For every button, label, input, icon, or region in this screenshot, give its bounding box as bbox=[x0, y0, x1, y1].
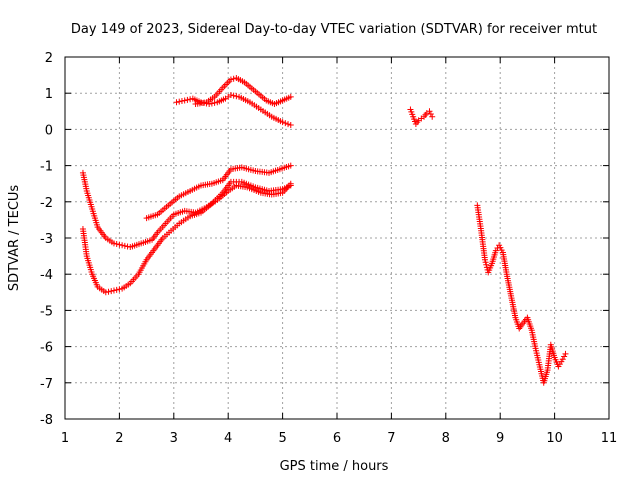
x-tick-label: 3 bbox=[170, 431, 178, 446]
x-tick-label: 2 bbox=[115, 431, 123, 446]
series-track-c bbox=[143, 162, 294, 222]
y-tick-label: 0 bbox=[45, 123, 53, 138]
data-point bbox=[287, 93, 294, 100]
x-tick-label: 6 bbox=[333, 431, 341, 446]
data-point bbox=[110, 240, 117, 247]
chart-title: Day 149 of 2023, Sidereal Day-to-day VTE… bbox=[71, 22, 597, 37]
y-tick-label: -4 bbox=[40, 268, 53, 283]
y-tick-label: -1 bbox=[40, 160, 53, 175]
data-point bbox=[119, 242, 126, 249]
data-point bbox=[287, 162, 294, 169]
x-tick-label: 10 bbox=[546, 431, 563, 446]
y-axis-label: SDTVAR / TECUs bbox=[7, 185, 22, 292]
data-point bbox=[178, 98, 185, 105]
series-track-e bbox=[192, 74, 294, 108]
data-point bbox=[173, 99, 180, 106]
data-point bbox=[121, 242, 128, 249]
data-point bbox=[429, 113, 436, 120]
y-tick-label: 2 bbox=[45, 51, 53, 66]
data-point bbox=[562, 350, 569, 357]
x-tick-label: 7 bbox=[387, 431, 395, 446]
data-point bbox=[559, 356, 566, 363]
data-point bbox=[113, 241, 120, 248]
x-tick-label: 1 bbox=[61, 431, 69, 446]
data-point bbox=[184, 96, 191, 103]
data-point bbox=[285, 121, 292, 128]
data-point bbox=[230, 92, 237, 99]
data-point bbox=[233, 93, 240, 100]
x-tick-label: 9 bbox=[496, 431, 504, 446]
data-point bbox=[482, 259, 489, 266]
y-tick-label: -8 bbox=[40, 413, 53, 428]
data-point bbox=[176, 98, 183, 105]
y-tick-label: -5 bbox=[40, 304, 53, 319]
y-tick-label: -3 bbox=[40, 232, 53, 247]
y-tick-label: -2 bbox=[40, 196, 53, 211]
y-tick-label: 1 bbox=[45, 87, 53, 102]
data-point bbox=[426, 108, 433, 115]
data-point bbox=[211, 99, 218, 106]
plot-frame bbox=[64, 56, 610, 420]
grid bbox=[65, 57, 609, 419]
data-point bbox=[287, 122, 294, 129]
data-point bbox=[287, 182, 294, 189]
data-point bbox=[481, 256, 488, 263]
y-tick-label: -7 bbox=[40, 377, 53, 392]
x-tick-label: 11 bbox=[601, 431, 618, 446]
x-tick-label: 4 bbox=[224, 431, 232, 446]
series-track-g bbox=[474, 202, 569, 386]
data-point bbox=[427, 111, 434, 118]
data-points bbox=[79, 74, 569, 386]
data-point bbox=[102, 289, 109, 296]
data-point bbox=[116, 241, 123, 248]
y-tick-label: -6 bbox=[40, 341, 53, 356]
data-point bbox=[227, 92, 234, 99]
data-point bbox=[227, 76, 234, 83]
data-point bbox=[181, 97, 188, 104]
x-tick-label: 8 bbox=[442, 431, 450, 446]
x-axis-label: GPS time / hours bbox=[280, 459, 389, 474]
data-point bbox=[561, 353, 568, 360]
data-point bbox=[279, 119, 286, 126]
x-tick-label: 5 bbox=[278, 431, 286, 446]
data-point bbox=[208, 100, 215, 107]
data-point bbox=[116, 286, 123, 293]
data-point bbox=[282, 120, 289, 127]
series-track-f bbox=[407, 106, 436, 127]
data-point bbox=[113, 286, 120, 293]
data-point bbox=[483, 261, 490, 268]
data-point bbox=[110, 287, 117, 294]
series-track-b bbox=[79, 178, 294, 296]
data-point bbox=[105, 288, 112, 295]
data-point bbox=[108, 288, 115, 295]
